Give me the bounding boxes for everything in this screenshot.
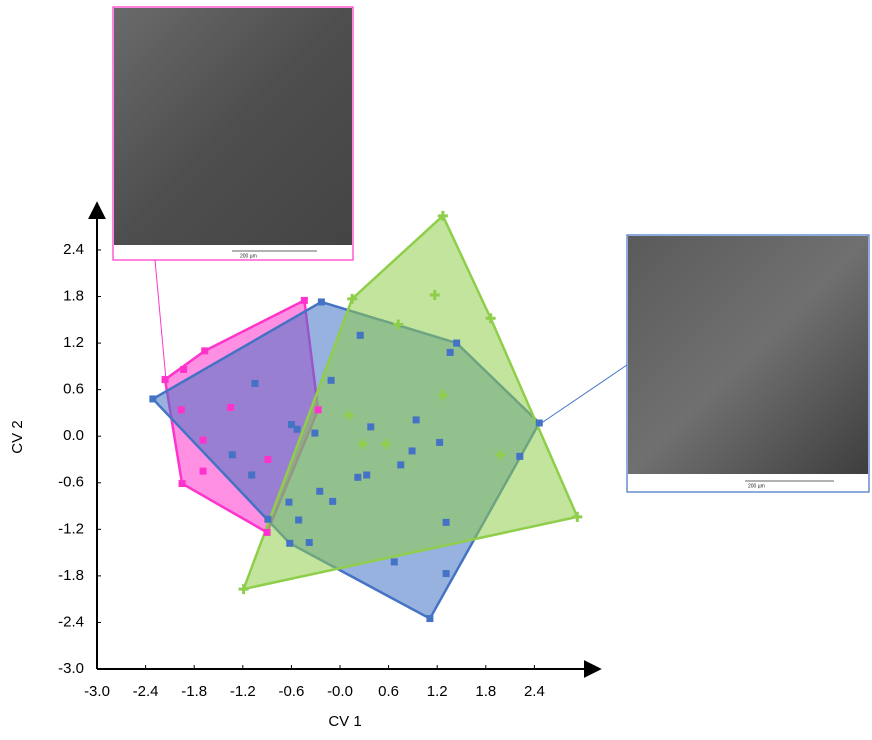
point (311, 430, 318, 437)
point (397, 461, 404, 468)
point (294, 426, 301, 433)
x-tick-label: 1.8 (475, 683, 496, 700)
point (318, 298, 325, 305)
point (329, 498, 336, 505)
point (447, 349, 454, 356)
point (315, 406, 322, 413)
point (248, 472, 255, 479)
x-tick-label: -3.0 (84, 683, 110, 700)
connector (155, 260, 166, 380)
point (251, 380, 258, 387)
point (264, 516, 271, 523)
point (426, 615, 433, 622)
x-axis-label: CV 1 (328, 713, 361, 730)
y-tick-label: -3.0 (58, 660, 84, 677)
y-tick-label: 1.8 (63, 287, 84, 304)
point (391, 558, 398, 565)
point (516, 453, 523, 460)
x-tick-label: 1.2 (427, 683, 448, 700)
point (285, 499, 292, 506)
point (367, 423, 374, 430)
connector (540, 365, 627, 424)
point (413, 416, 420, 423)
point (357, 332, 364, 339)
point (436, 439, 443, 446)
scale-label: 200 µm (748, 483, 765, 489)
point (229, 451, 236, 458)
point (264, 529, 271, 536)
point (179, 480, 186, 487)
y-axis-label: CV 2 (9, 420, 26, 453)
y-tick-label: 2.4 (63, 241, 84, 258)
x-tick-label: -2.4 (133, 683, 159, 700)
y-tick-label: -2.4 (58, 613, 84, 630)
plot-area (149, 211, 582, 622)
y-tick-label: -1.8 (58, 567, 84, 584)
point (443, 519, 450, 526)
x-tick-label: 0.6 (378, 683, 399, 700)
point (200, 437, 207, 444)
point (178, 406, 185, 413)
x-tick-label: 2.4 (524, 683, 545, 700)
point (180, 366, 187, 373)
y-tick-label: -1.2 (58, 520, 84, 537)
point (363, 472, 370, 479)
y-tick-label: 0.0 (63, 427, 84, 444)
point (286, 540, 293, 547)
point (295, 517, 302, 524)
y-tick-label: -0.6 (58, 474, 84, 491)
point (200, 468, 207, 475)
sem-image (628, 236, 868, 474)
chart: CV 1 CV 2 200 µm 200 µm -3.0 -2.4 -1.8 -1.2… (0, 0, 872, 735)
scale-label: 200 µm (240, 253, 257, 259)
point (162, 376, 169, 383)
y-tick-label: 0.6 (63, 381, 84, 398)
sem-image (114, 8, 352, 245)
point (149, 395, 156, 402)
point (453, 340, 460, 347)
point (306, 539, 313, 546)
x-tick-label: -0.6 (278, 683, 304, 700)
x-tick-label: -0.0 (327, 683, 353, 700)
point (443, 570, 450, 577)
point (409, 447, 416, 454)
point (264, 456, 271, 463)
point (227, 404, 234, 411)
x-tick-label: -1.2 (230, 683, 256, 700)
x-tick-label: -1.8 (181, 683, 207, 700)
point (354, 474, 361, 481)
y-tick-label: 1.2 (63, 334, 84, 351)
point (301, 297, 308, 304)
point (201, 347, 208, 354)
point (328, 377, 335, 384)
point (316, 488, 323, 495)
